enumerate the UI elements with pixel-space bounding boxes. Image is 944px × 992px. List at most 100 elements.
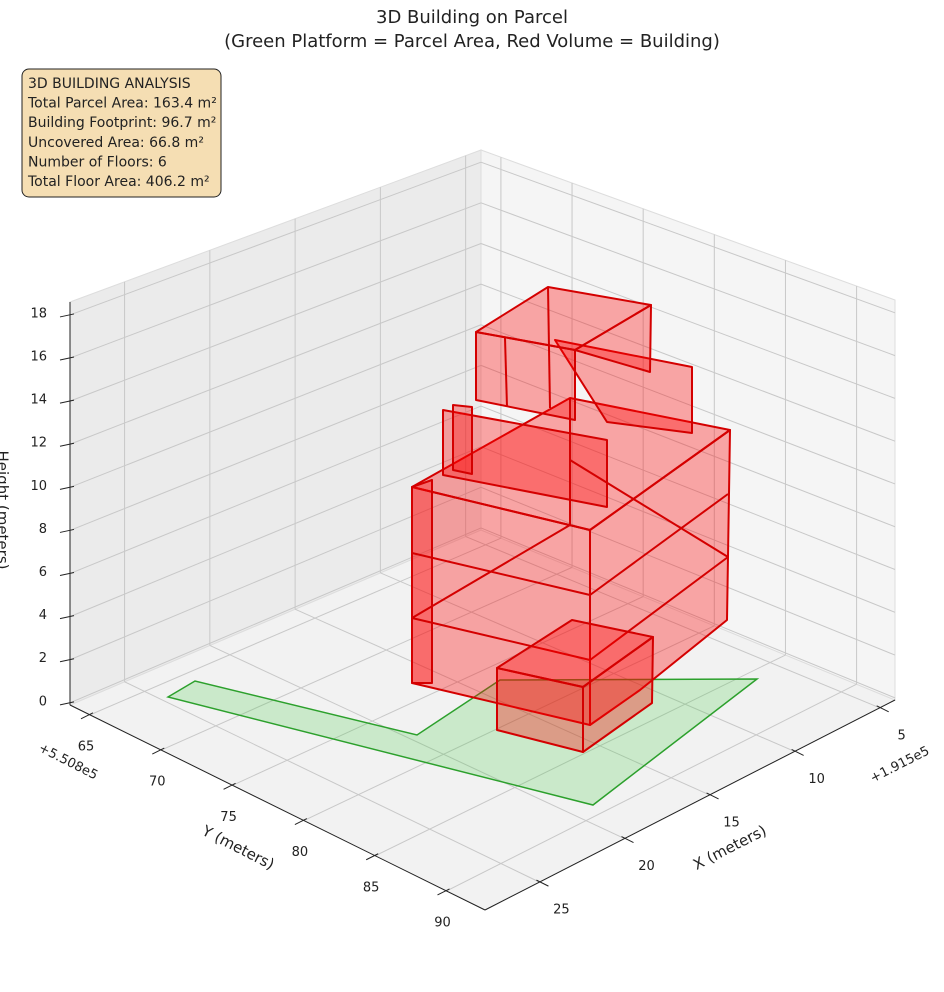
z-tick-label: 8: [39, 522, 47, 537]
floor-line: [547, 286, 551, 409]
right-pane: [480, 149, 896, 701]
tick-mark: [437, 888, 450, 896]
axes-3d: 0 2 4 6 8 10 12 14 16 18 65 70 75 80 85 90 5 10 15 20 25: [30, 149, 906, 930]
tick-mark: [59, 528, 75, 533]
x-axis-line: [484, 699, 896, 911]
grid-line: [465, 536, 880, 709]
tick-mark: [59, 572, 75, 577]
floor-line: [589, 493, 729, 596]
y-tick-label: 70: [149, 775, 166, 790]
tick-mark: [59, 658, 75, 663]
tick-mark: [876, 705, 889, 713]
y-tick-label: 90: [434, 915, 451, 930]
z-tick-label: 4: [39, 608, 47, 623]
grid-line: [480, 527, 896, 699]
tick-mark: [59, 313, 75, 318]
tick-mark: [80, 712, 94, 720]
tick-mark: [152, 747, 165, 755]
grid-line: [232, 596, 644, 786]
grid-line: [69, 324, 482, 488]
floor-line: [411, 524, 571, 619]
grid-line: [69, 364, 482, 531]
info-lines: 3D BUILDING ANALYSIS Total Parcel Area: 1…: [27, 76, 217, 190]
y-axis-line: [69, 704, 486, 911]
mid-right-face: [554, 339, 693, 434]
grid-line: [480, 405, 896, 570]
info-line: Number of Floors: 6: [28, 154, 167, 170]
info-line: Total Parcel Area: 163.4 m²: [27, 96, 217, 112]
tick-mark: [59, 399, 75, 404]
x-tick-label: 25: [553, 903, 570, 918]
tick-mark: [294, 818, 308, 825]
y-tick-label: 85: [363, 880, 380, 895]
z-tick-label: 12: [30, 436, 47, 451]
y-axis-label: Y (meters): [198, 821, 277, 873]
small-block-right: [582, 636, 654, 753]
tick-mark: [536, 879, 549, 887]
floor-line: [569, 459, 729, 558]
grid-line: [380, 572, 795, 752]
z-tick-label: 14: [30, 393, 47, 408]
tick-mark: [59, 485, 75, 490]
grid-line: [294, 608, 710, 796]
grid-line: [161, 566, 573, 751]
grid-line: [480, 446, 896, 613]
tick-mark: [791, 748, 804, 756]
info-line: 3D BUILDING ANALYSIS: [28, 76, 191, 92]
grid-line: [69, 405, 482, 575]
x-tick-label: 15: [723, 815, 740, 830]
info-line: Uncovered Area: 66.8 m²: [28, 135, 204, 151]
z-tick-label: 2: [39, 651, 47, 666]
mid-left-face: [442, 409, 608, 508]
tick-mark: [59, 615, 75, 620]
floor-line: [589, 556, 729, 661]
grid-line: [480, 202, 896, 357]
grid-line: [480, 283, 896, 442]
grid-line: [303, 625, 715, 821]
wing-upper: [452, 404, 473, 475]
grid-line: [69, 161, 482, 316]
z-tick-label: 6: [39, 565, 47, 580]
building-volume: [166, 286, 760, 806]
grid-line: [124, 681, 540, 883]
x-tick-label: 20: [638, 859, 655, 874]
z-axis-label: Height (meters): [0, 451, 12, 570]
grid-line: [69, 446, 482, 618]
grid-line: [374, 654, 786, 857]
y-tick-label: 80: [292, 845, 309, 860]
tick-mark: [365, 853, 379, 861]
y-tick-label: 75: [220, 810, 237, 825]
grid-line: [480, 161, 896, 314]
chart-subtitle: (Green Platform = Parcel Area, Red Volum…: [224, 31, 720, 52]
floor-line: [504, 337, 508, 408]
side-wing: [411, 479, 433, 684]
grid-line: [69, 202, 482, 359]
z-tick-label: 10: [30, 479, 47, 494]
tick-mark: [59, 701, 75, 706]
tick-mark: [621, 836, 634, 843]
tick-mark: [59, 356, 75, 361]
info-box: [21, 68, 222, 198]
grid-line: [69, 243, 482, 402]
floor-line: [411, 617, 591, 661]
z-tick-label: 18: [30, 306, 47, 321]
info-line: Building Footprint: 96.7 m²: [28, 115, 216, 131]
grid-line: [480, 486, 896, 656]
x-offset: +1.915e5: [868, 744, 932, 787]
info-line: Total Floor Area: 406.2 m²: [27, 174, 210, 190]
z-tick-label: 0: [39, 694, 47, 709]
floor-line: [411, 552, 591, 596]
tick-mark: [59, 442, 75, 447]
z-tick-label: 16: [30, 350, 47, 365]
tick-mark: [223, 782, 236, 790]
top-roof: [475, 286, 652, 351]
grid-line: [480, 243, 896, 399]
tick-mark: [706, 792, 719, 800]
grid-line: [209, 645, 625, 840]
grid-line: [69, 283, 482, 445]
y-tick-label: 65: [78, 739, 95, 754]
chart-title: 3D Building on Parcel: [376, 7, 568, 28]
grid-line: [446, 683, 857, 892]
x-tick-label: 5: [898, 728, 906, 743]
